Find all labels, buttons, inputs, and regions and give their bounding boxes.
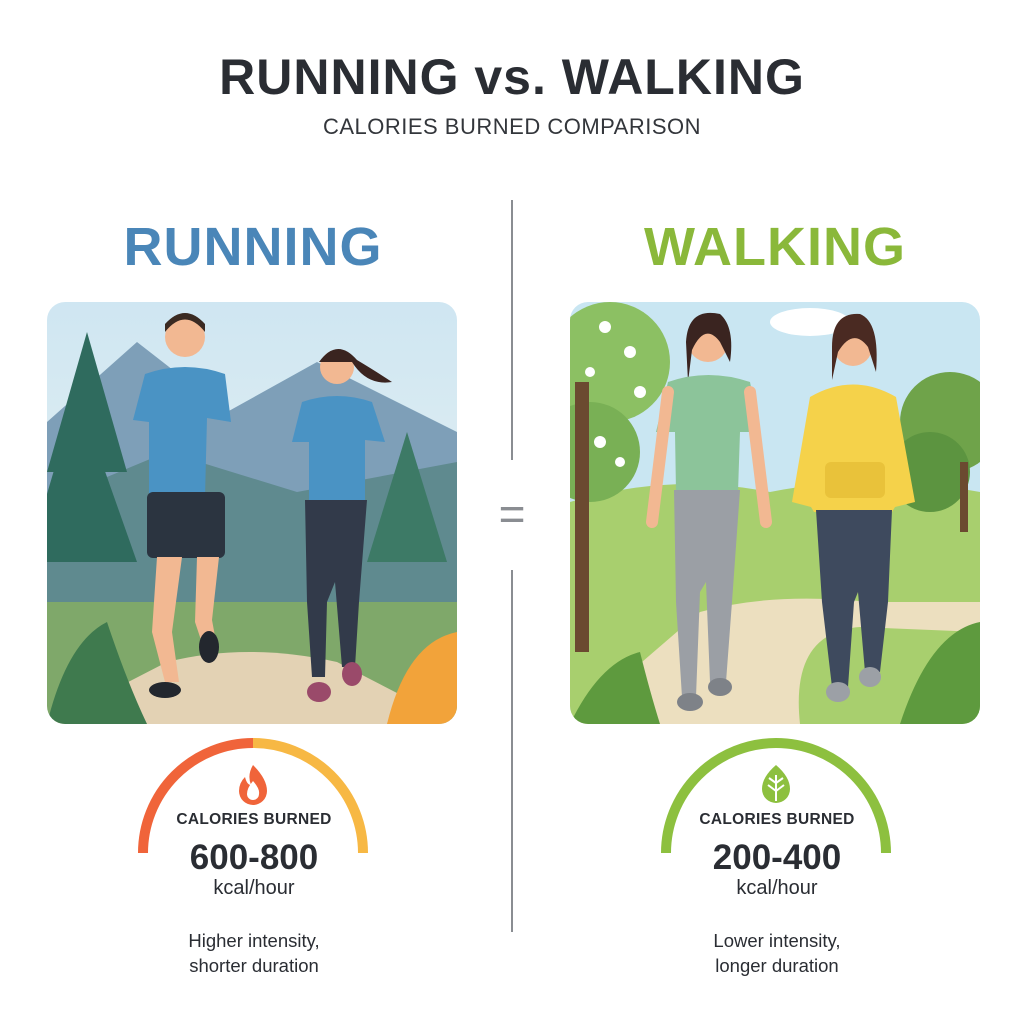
divider-top (511, 200, 513, 460)
walking-description-line2: longer duration (715, 955, 839, 976)
walking-calorie-gauge (661, 738, 891, 854)
running-description-line2: shorter duration (189, 955, 319, 976)
running-calorie-gauge (138, 738, 368, 854)
running-description: Higher intensity, shorter duration (104, 928, 404, 978)
running-calories-unit: kcal/hour (213, 877, 295, 899)
flame-icon (239, 765, 267, 805)
running-heading: RUNNING (123, 217, 383, 277)
walking-illustration (570, 302, 980, 724)
running-calories-value: 600-800 (189, 838, 319, 877)
page-subtitle: CALORIES BURNED COMPARISON (322, 114, 702, 139)
walking-calories-value: 200-400 (712, 838, 842, 877)
page-title: RUNNING vs. WALKING (219, 49, 805, 105)
walking-calories-label: CALORIES BURNED (699, 811, 855, 828)
walking-description: Lower intensity, longer duration (627, 928, 927, 978)
divider-bottom (511, 570, 513, 932)
running-description-line1: Higher intensity, (188, 930, 320, 951)
running-illustration (47, 302, 457, 724)
running-calories-label: CALORIES BURNED (176, 811, 332, 828)
walking-description-line1: Lower intensity, (713, 930, 841, 951)
equals-sign: = (498, 488, 526, 540)
walking-heading: WALKING (644, 217, 906, 277)
walking-calories-unit: kcal/hour (736, 877, 818, 899)
leaf-icon (762, 765, 790, 803)
